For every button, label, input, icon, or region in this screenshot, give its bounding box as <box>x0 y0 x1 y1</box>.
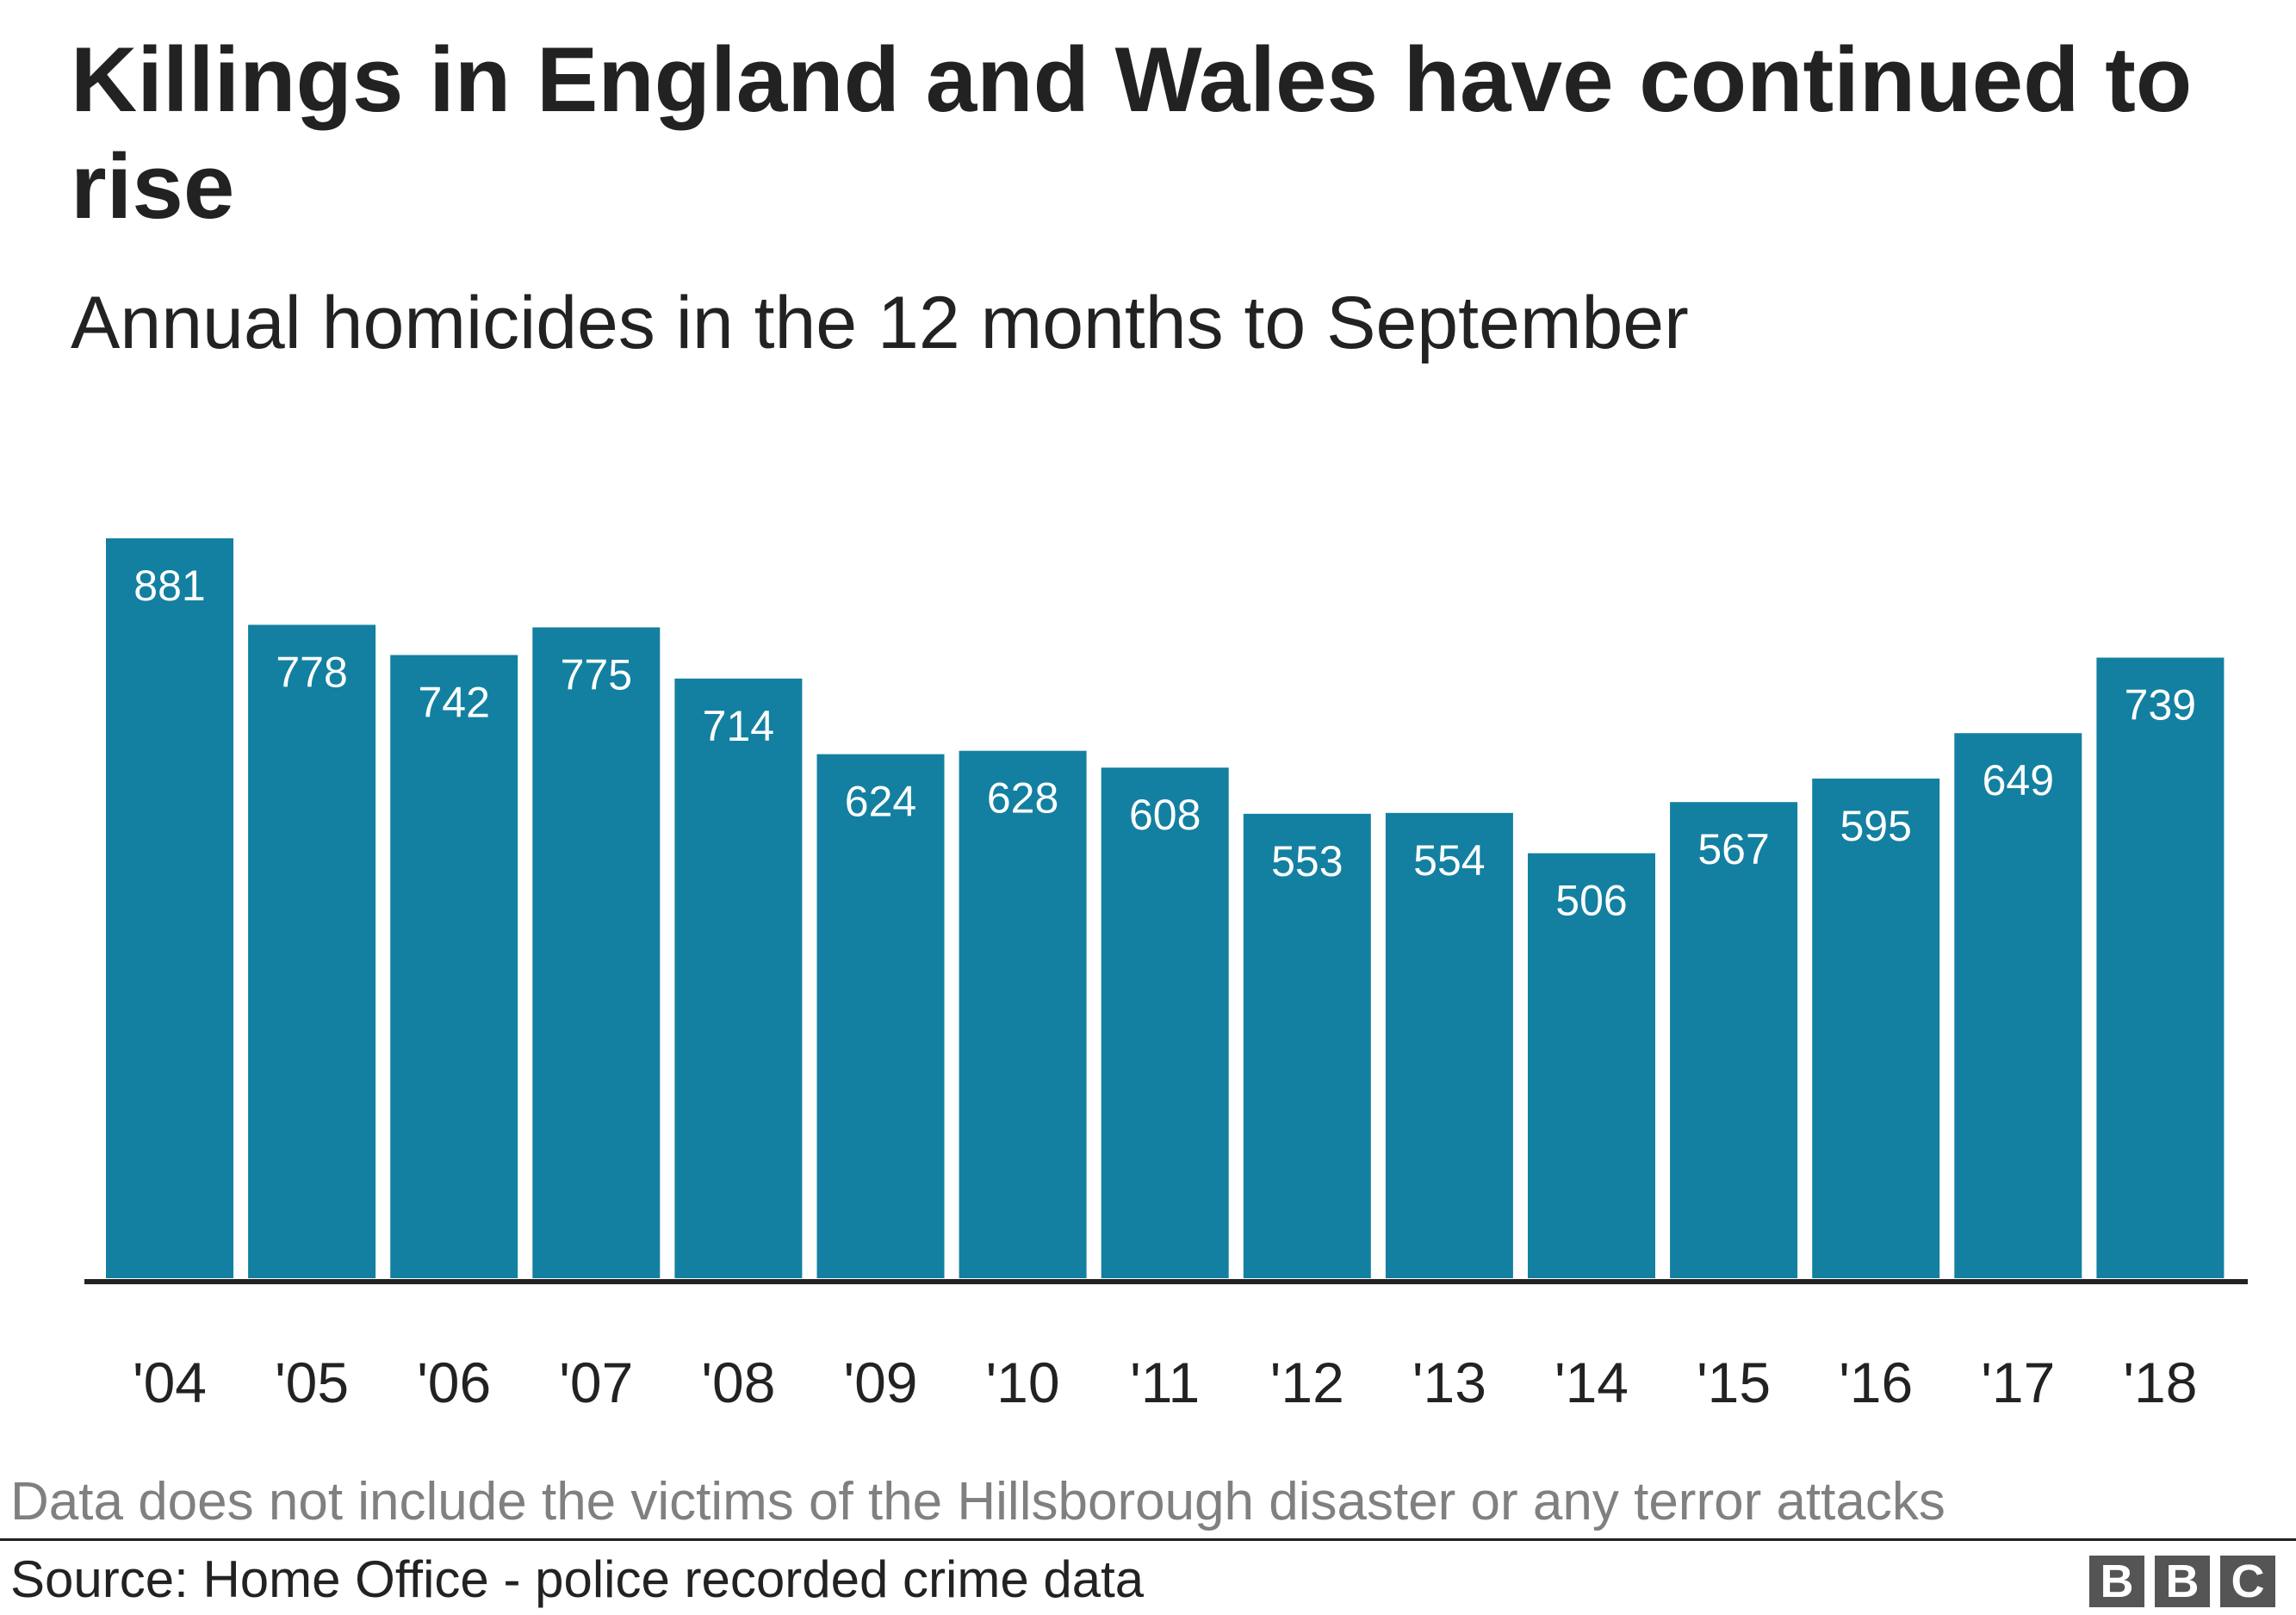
bar-'17 <box>1954 733 2082 1278</box>
bar-'08 <box>674 678 803 1278</box>
chart-subtitle: Annual homicides in the 12 months to Sep… <box>71 282 1689 364</box>
bar-value-label: 506 <box>1555 877 1627 925</box>
bar-value-label: 739 <box>2125 681 2196 730</box>
x-tick-label: '07 <box>559 1351 633 1414</box>
bars-group <box>106 538 2225 1278</box>
bar-'07 <box>532 627 661 1278</box>
x-tick-label: '09 <box>843 1351 917 1414</box>
bar-'13 <box>1385 812 1513 1278</box>
x-tick-labels-group: '04 '05 '06 '07 '08 '09 '10 '11 '12 '13 '14 '15 '16 '… <box>133 1351 2197 1414</box>
bar-'15 <box>1670 802 1798 1278</box>
x-tick-label: '11 <box>1130 1351 1200 1414</box>
x-tick-label: '13 <box>1412 1351 1486 1414</box>
x-tick-label: '06 <box>417 1351 491 1414</box>
bar-'05 <box>248 624 376 1278</box>
bar-value-label: 649 <box>1983 756 2054 804</box>
bar-value-label: 608 <box>1129 791 1201 839</box>
bar-value-label: 554 <box>1413 836 1485 885</box>
x-tick-label: '14 <box>1554 1351 1629 1414</box>
x-tick-label: '04 <box>133 1351 207 1414</box>
x-tick-label: '10 <box>986 1351 1060 1414</box>
bar-chart: 881 778 742 775 714 624 628 608 553 554 506 567 595 6… <box>84 538 2248 1414</box>
bar-value-label: 714 <box>703 702 774 750</box>
x-tick-label: '17 <box>1981 1351 2055 1414</box>
bar-value-label: 553 <box>1271 837 1343 885</box>
bbc-logo-letter: B <box>2089 1556 2144 1607</box>
bbc-logo-letter: C <box>2220 1556 2275 1607</box>
bar-'06 <box>390 655 518 1278</box>
bar-value-label: 595 <box>1840 802 1911 850</box>
bar-'12 <box>1243 813 1371 1278</box>
footnote: Data does not include the victims of the… <box>10 1472 1945 1531</box>
bar-value-label: 624 <box>845 778 916 826</box>
bar-value-label: 567 <box>1697 825 1769 873</box>
bar-'18 <box>2096 657 2225 1278</box>
bar-value-label: 778 <box>276 648 347 696</box>
source-credit: Source: Home Office - police recorded cr… <box>10 1550 1145 1608</box>
bar-value-label: 881 <box>133 562 205 610</box>
chart-title: Killings in England and Wales have conti… <box>71 28 2193 238</box>
bbc-logo-letter: B <box>2155 1556 2210 1607</box>
x-tick-label: '18 <box>2123 1351 2197 1414</box>
bar-value-label: 775 <box>561 650 632 699</box>
x-tick-label: '05 <box>275 1351 349 1414</box>
value-labels-group: 881 778 742 775 714 624 628 608 553 554 506 567 595 6… <box>133 562 2196 925</box>
bar-'10 <box>959 750 1087 1278</box>
x-tick-label: '12 <box>1270 1351 1344 1414</box>
bar-value-label: 628 <box>987 774 1058 823</box>
bar-'16 <box>1812 778 1940 1278</box>
bar-'04 <box>106 538 233 1278</box>
x-tick-label: '15 <box>1697 1351 1771 1414</box>
x-tick-label: '16 <box>1839 1351 1913 1414</box>
bar-value-label: 742 <box>418 679 489 727</box>
bar-'11 <box>1101 767 1229 1278</box>
bar-'14 <box>1528 853 1655 1278</box>
bar-'09 <box>816 754 945 1278</box>
footer-divider <box>0 1538 2296 1541</box>
bbc-logo: B B C <box>2089 1556 2275 1607</box>
x-tick-label: '08 <box>701 1351 775 1414</box>
